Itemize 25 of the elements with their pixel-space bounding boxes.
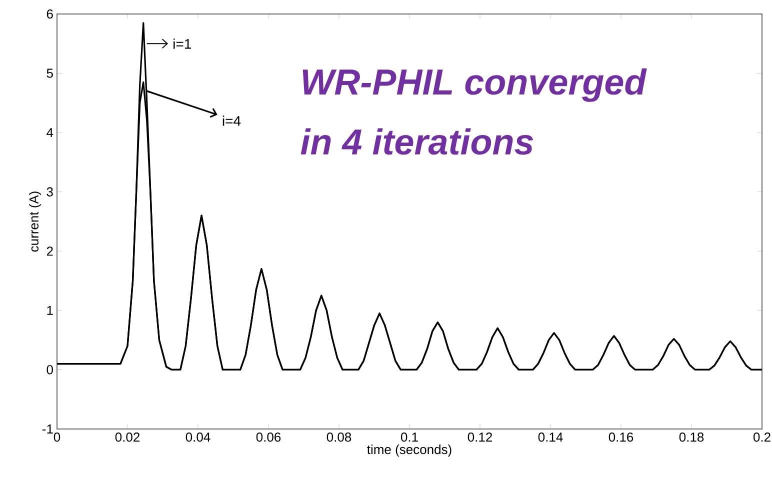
y-tick-label: 5 xyxy=(46,68,53,78)
legend-label: i=4 xyxy=(222,116,241,126)
annotation: WR-PHIL converged xyxy=(302,68,647,102)
y-tick-label: -1 xyxy=(42,424,53,434)
y-tick-label: 1 xyxy=(47,306,53,315)
x-axis-title: time (seconds) xyxy=(367,444,452,457)
y-tick-label: 6 xyxy=(46,9,53,19)
x-tick-label: 0.08 xyxy=(326,432,352,442)
annotation: in 4 iterations xyxy=(300,128,534,155)
x-tick-label: 0 xyxy=(54,432,60,442)
x-tick-label: 0.14 xyxy=(538,432,563,442)
x-tick-label: 0.06 xyxy=(256,432,281,442)
x-tick-label: 0.1 xyxy=(400,432,418,442)
x-tick-label: 0.02 xyxy=(115,432,140,442)
x-tick-label: 0.04 xyxy=(186,432,210,442)
x-tick-label: 0.12 xyxy=(468,432,492,442)
x-tick-label: 0.18 xyxy=(679,432,704,442)
x-tick-label: 0.16 xyxy=(608,432,634,442)
y-tick-label: 0 xyxy=(46,365,53,374)
legend-label: i=1 xyxy=(174,38,192,49)
y-tick-label: 4 xyxy=(46,128,54,138)
y-tick-label: 3 xyxy=(46,187,53,196)
y-tick-label: 2 xyxy=(46,246,53,256)
x-tick-label: 0.2 xyxy=(753,432,770,442)
y-axis-title: current (A) xyxy=(28,192,42,252)
